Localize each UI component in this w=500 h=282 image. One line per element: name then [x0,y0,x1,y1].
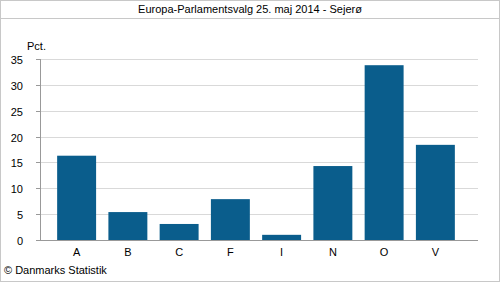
tick-label: 35 [11,54,23,66]
title-rule [0,18,500,19]
source: © Danmarks Statistik [4,264,107,276]
tick [36,111,40,112]
grid-line [40,240,478,241]
grid-line [40,188,478,189]
category-label: N [329,246,337,258]
bar [160,224,199,240]
grid-line [40,214,478,215]
bar [57,156,96,240]
tick-label: 5 [17,209,23,221]
bar [211,199,250,240]
category-label: I [280,246,283,258]
category-label: V [432,246,440,258]
tick [36,214,40,215]
tick-label: 15 [11,157,23,169]
category-label: A [73,246,81,258]
bar [262,235,301,240]
tick [36,137,40,138]
tick [36,85,40,86]
tick-label: 20 [11,132,23,144]
frame [1,1,500,282]
y-axis [40,59,41,240]
tick [36,188,40,189]
axis-label: Pct. [27,40,46,52]
category-label: B [124,246,131,258]
grid-line [40,85,478,86]
bar [416,145,455,240]
grid-line [40,111,478,112]
title: Europa-Parlamentsvalg 25. maj 2014 - Sej… [138,3,362,15]
bar [313,166,352,240]
grid-line [40,59,478,60]
tick [36,162,40,163]
bar [365,65,404,240]
chart: Europa-Parlamentsvalg 25. maj 2014 - Sej… [0,0,500,282]
category-label: C [175,246,183,258]
category-label: O [380,246,389,258]
tick-label: 10 [11,183,23,195]
bars [57,65,455,240]
tick-label: 0 [17,235,23,247]
grid-line [40,162,478,163]
tick-label: 25 [11,106,23,118]
tick [36,240,40,241]
tick [36,59,40,60]
bar [108,212,147,240]
tick-label: 30 [11,80,23,92]
category-label: F [227,246,234,258]
x-axis [40,240,478,241]
grid-line [40,137,478,138]
